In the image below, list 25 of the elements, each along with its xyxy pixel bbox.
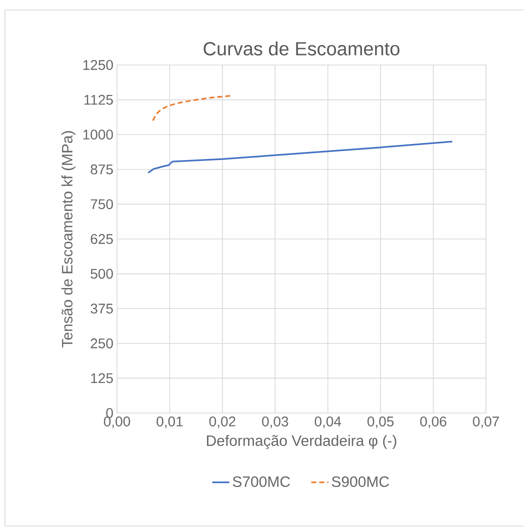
x-tick-label: 0,00 xyxy=(104,416,130,428)
line-series xyxy=(147,140,454,174)
y-tick-label: 625 xyxy=(90,234,113,244)
x-tick-label: 0,05 xyxy=(367,416,394,428)
x-tick-label: 0,01 xyxy=(156,416,183,428)
x-axis-title: Deformação Verdadeira φ (-) xyxy=(206,434,396,450)
y-axis-title: Tensão de Escoamento kf (MPa) xyxy=(61,131,76,348)
y-tick-label: 500 xyxy=(90,268,113,279)
x-tick-label: 0,06 xyxy=(420,416,446,428)
y-tick-label: 1125 xyxy=(84,94,113,105)
y-tick-label: 375 xyxy=(90,304,113,314)
x-tick-label: 0,02 xyxy=(209,416,236,428)
y-tick-label: 1250 xyxy=(83,60,113,70)
line-series xyxy=(152,94,233,122)
y-tick-label: 125 xyxy=(91,373,113,384)
y-tick-label: 875 xyxy=(90,164,113,174)
x-tick-label: 0,03 xyxy=(262,416,288,428)
x-tick-label: 0,04 xyxy=(314,416,342,428)
y-tick-label: 250 xyxy=(90,338,113,348)
y-tick-label: 1000 xyxy=(83,130,113,140)
y-tick-label: 750 xyxy=(90,199,113,210)
x-tick-label: 0,07 xyxy=(472,416,499,428)
chart-title: Curvas de Escoamento xyxy=(204,42,400,56)
legend-label: S700MC xyxy=(232,476,290,487)
legend-label: S900MC xyxy=(332,476,389,487)
